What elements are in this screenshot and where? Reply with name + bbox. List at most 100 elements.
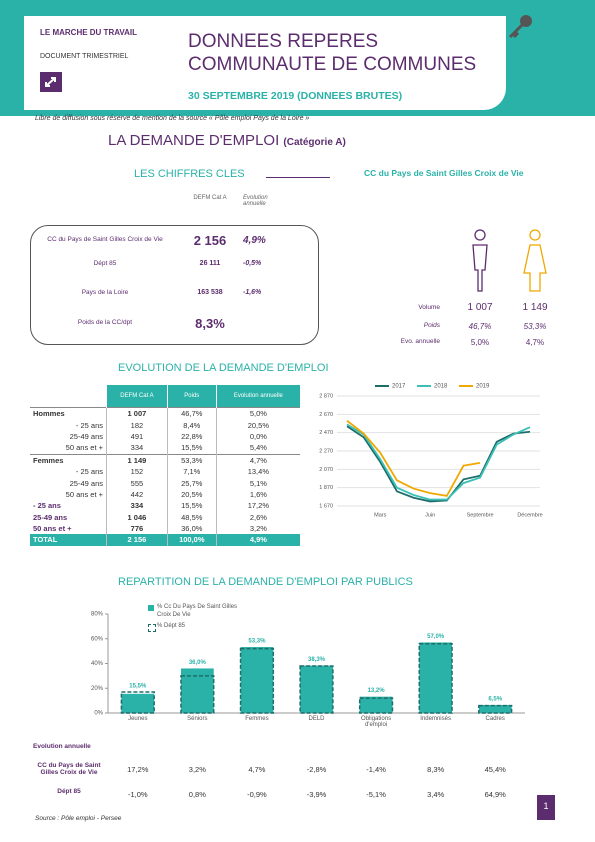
table-row: 25-49 ans 491 22,8% 0,0% (30, 430, 300, 443)
x-tick-label: Cadres (485, 716, 505, 722)
value-label: 6,5% (488, 697, 502, 703)
column-header: DEFM Cat A (193, 195, 227, 201)
date: 30 SEPTEMBRE 2019 (DONNEES BRUTES) (188, 90, 403, 102)
legend-swatch (148, 605, 154, 611)
bar-outline (478, 704, 513, 714)
bar-chart: 0% 20% 40% 60% 80% 15,5% 17,2% -1,0% 36,0% 3,2% 0,… (91, 612, 525, 799)
legend-label: 2017 (392, 384, 406, 390)
bar-outline (358, 697, 394, 714)
table-cell: 1,6% (215, 488, 300, 501)
evolution-value: 64,9% (485, 790, 507, 799)
doc-type: DOCUMENT TRIMESTRIEL (40, 53, 129, 60)
bar-outline (299, 665, 334, 714)
gender-value: 53,3% (523, 322, 547, 331)
y-tick-label: 20% (91, 686, 104, 692)
person-icons (472, 229, 547, 292)
table-cell: 334 (106, 442, 168, 455)
table-row: 50 ans et + 776 36,0% 3,2% (30, 522, 300, 535)
section-title: REPARTITION DE LA DEMANDE D'EMPLOI PAR P… (118, 576, 413, 588)
title-line: COMMUNAUTE DE COMMUNES (188, 54, 477, 75)
y-tick-label: 1 670 (319, 503, 333, 509)
table-cell: 20,5% (215, 419, 300, 431)
figure-value: 26 111 (199, 260, 221, 267)
gender-value: 1 149 (522, 302, 548, 313)
evolution-value: 0,8% (189, 790, 206, 799)
main-title-text: LA DEMANDE D'EMPLOI (108, 132, 280, 149)
table-cell: 8,4% (166, 419, 217, 431)
row-label: 25-49 ans (33, 512, 68, 522)
evolution-value: 3,4% (427, 790, 444, 799)
gender-value: 1 007 (467, 302, 493, 313)
line-chart: 1 670 1 870 2 070 2 270 2 470 2 670 2 870 Mars J… (319, 384, 542, 519)
kicker: LE MARCHE DU TRAVAIL (40, 28, 138, 37)
table-cell: 776 (106, 522, 168, 535)
value-label: 38,3% (308, 657, 326, 663)
header-panel (24, 16, 506, 110)
table-cell: 36,0% (166, 522, 217, 535)
table-row: 50 ans et +334 15,5% 5,4% (30, 442, 300, 455)
bar-outline (418, 642, 453, 714)
table-cell: 48,5% (166, 511, 217, 523)
table-cell: 20,5% (166, 488, 217, 501)
figure-value: 2 156 (193, 233, 227, 248)
row-label: 25-49 ans (69, 478, 103, 488)
y-tick-label: 80% (91, 612, 104, 618)
evolution-value: 4,7% (248, 765, 265, 774)
row-label: TOTAL (33, 535, 58, 545)
table-cell: 1 149 (106, 454, 168, 466)
x-tick-label: Septembre (467, 512, 494, 518)
evolution-value: 8,3% (427, 765, 444, 774)
table-cell: 1 046 (106, 511, 168, 523)
table-cell: 442 (106, 488, 168, 501)
table-cell: 3,2% (215, 522, 300, 535)
bar-outline (180, 675, 215, 714)
row-label: CC du Pays de Saint Gilles Croix de Vie (37, 762, 101, 776)
row-label: Femmes (33, 455, 64, 465)
table-cell: 4,9% (215, 534, 300, 546)
line-series (346, 423, 531, 501)
row-label: Dépt 85 (57, 788, 81, 795)
table-cell: 100,0% (166, 534, 217, 546)
x-tick-label: Indemnisés (420, 716, 451, 722)
table-cell: 15,5% (166, 500, 217, 512)
row-label: Evo. annuelle (400, 338, 440, 345)
value-label: 53,3% (248, 639, 266, 645)
table-cell: 7,1% (166, 465, 217, 478)
table-cell: 53,3% (166, 454, 217, 466)
bar (240, 647, 274, 713)
x-tick-label: Obligations d'emploi (361, 716, 392, 728)
y-tick-label: 2 670 (319, 412, 333, 418)
value-label: 13,2% (368, 688, 386, 694)
figure-value: 8,3% (195, 316, 225, 331)
table-row: - 25 ans 182 8,4% 20,5% (30, 419, 300, 431)
row-label: - 25 ans (75, 420, 103, 430)
row-label: - 25 ans (33, 501, 61, 511)
header-cell (30, 385, 107, 408)
y-tick-label: 0% (94, 711, 103, 717)
y-tick-label: 40% (91, 661, 104, 667)
x-tick-label: Juin (425, 512, 435, 518)
row-label: Poids (423, 322, 440, 329)
bar-outline (120, 691, 155, 714)
table-row: TOTAL 2 156 100,0% 4,9% (30, 534, 300, 546)
y-tick-label: 2 070 (319, 467, 333, 473)
row-label: Volume (418, 304, 440, 311)
table-cell: 555 (106, 477, 168, 489)
table-cell: 491 (106, 430, 168, 443)
evolution-value: 17,2% (127, 765, 149, 774)
evolution-value: -1,4% (366, 765, 386, 774)
table-cell: 22,8% (166, 430, 217, 443)
table-row: 25-49 ans 1 046 48,5% 2,6% (30, 511, 300, 523)
gender-value: 5,0% (470, 338, 490, 347)
logo (40, 72, 62, 92)
table-cell: 5,4% (215, 442, 300, 455)
table-cell: 5,0% (215, 407, 300, 420)
gender-value: 4,7% (525, 338, 545, 347)
figure-value: 163 538 (197, 289, 223, 296)
table-cell: 0,0% (215, 430, 300, 443)
table-cell: 5,1% (215, 477, 300, 489)
table-cell: 1 007 (106, 407, 168, 420)
evolution-title: Evolution annuelle (33, 743, 91, 750)
row-label: Dépt 85 (93, 260, 117, 267)
